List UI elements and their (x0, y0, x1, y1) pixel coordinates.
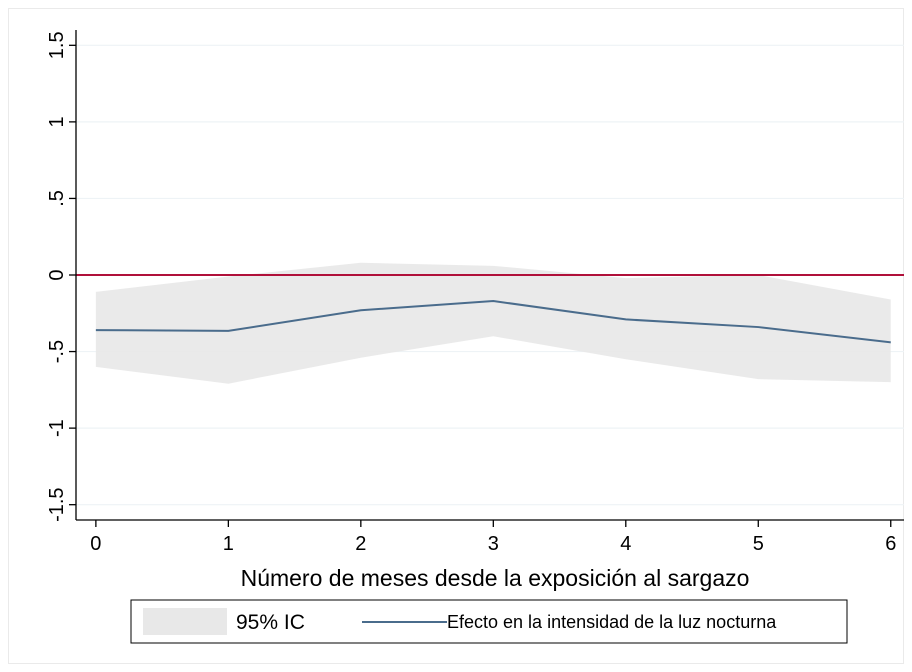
legend-box (130, 599, 848, 644)
legend-label-ci: 95% IC (236, 611, 305, 634)
x-tick-label-0: 0 (90, 533, 101, 555)
y-tick-label-2: -.5 (46, 340, 68, 363)
x-tick-label-1: 1 (223, 533, 234, 555)
grid-layer (76, 44, 904, 506)
legend-label-effect: Efecto en la intensidad de la luz noctur… (447, 612, 777, 632)
effect-series-line (95, 300, 891, 344)
legend-band-swatch (143, 608, 227, 635)
ci-band (95, 262, 891, 384)
y-tick-label-3: 0 (46, 269, 68, 280)
x-tick-label-2: 2 (355, 533, 366, 555)
x-tick-label-5: 5 (753, 533, 764, 555)
band-layer (95, 262, 891, 384)
axes-layer: -1.5 -1 -.5 0 .5 1 1.5 0 1 2 3 4 5 6 (46, 30, 904, 555)
y-tick-label-0: -1.5 (46, 487, 68, 521)
y-tick-label-1: -1 (46, 419, 68, 437)
x-tick-label-6: 6 (885, 533, 896, 555)
x-axis-title: Número de meses desde la exposición al s… (241, 565, 750, 591)
x-tick-label-4: 4 (620, 533, 631, 555)
y-tick-label-5: 1 (46, 116, 68, 127)
series-line-layer (95, 300, 891, 344)
y-tick-label-4: .5 (46, 190, 68, 207)
y-tick-label-6: 1.5 (46, 31, 68, 59)
legend: 95% IC Efecto en la intensidad de la luz… (130, 599, 848, 644)
x-tick-label-3: 3 (488, 533, 499, 555)
